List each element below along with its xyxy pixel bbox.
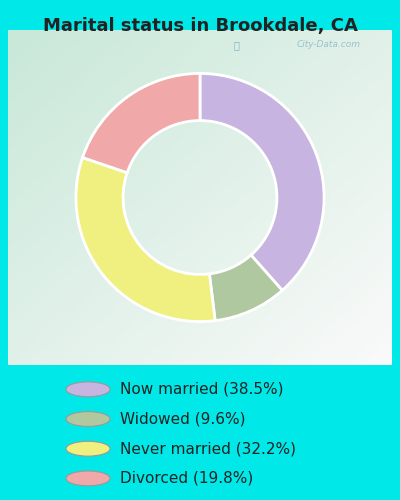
Circle shape [66, 471, 110, 486]
Text: Never married (32.2%): Never married (32.2%) [120, 441, 296, 456]
Text: Marital status in Brookdale, CA: Marital status in Brookdale, CA [42, 18, 358, 36]
Circle shape [66, 442, 110, 456]
Wedge shape [200, 74, 324, 290]
Text: ⓘ: ⓘ [234, 40, 239, 50]
Wedge shape [82, 74, 200, 172]
Circle shape [66, 382, 110, 396]
Text: Now married (38.5%): Now married (38.5%) [120, 382, 284, 397]
Text: Divorced (19.8%): Divorced (19.8%) [120, 471, 253, 486]
Circle shape [66, 412, 110, 426]
Wedge shape [76, 158, 215, 322]
Text: Widowed (9.6%): Widowed (9.6%) [120, 412, 246, 426]
Wedge shape [209, 255, 282, 320]
Text: City-Data.com: City-Data.com [297, 40, 361, 49]
